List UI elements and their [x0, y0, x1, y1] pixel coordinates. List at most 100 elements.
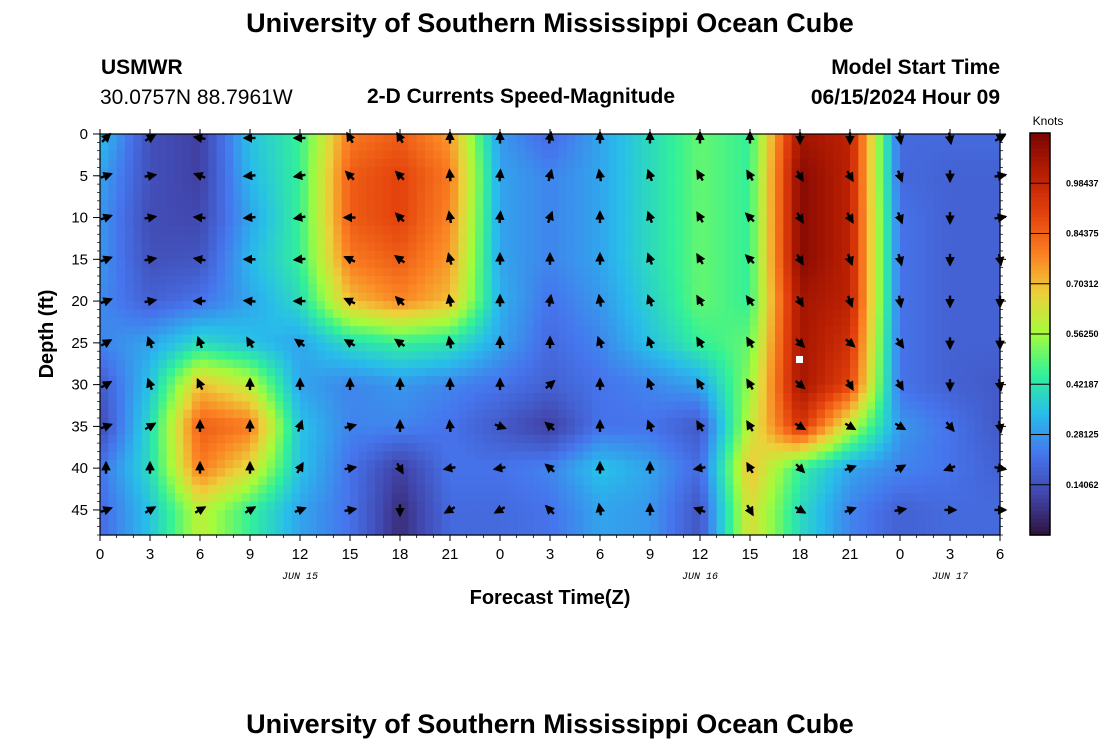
heatmap-cell — [100, 501, 109, 511]
heatmap-cell — [516, 476, 526, 486]
heatmap-cell — [633, 451, 643, 461]
heatmap-cell — [891, 392, 901, 402]
heatmap-cell — [258, 217, 268, 227]
heatmap-cell — [416, 384, 426, 394]
heatmap-cell — [325, 409, 334, 419]
heatmap-cell — [675, 501, 684, 511]
heatmap-cell — [641, 334, 651, 344]
heatmap-cell — [708, 292, 718, 302]
heatmap-cell — [950, 134, 959, 143]
heatmap-cell — [958, 167, 968, 177]
heatmap-cell — [400, 142, 409, 152]
heatmap-cell — [758, 242, 768, 252]
heatmap-cell — [400, 334, 409, 344]
heatmap-cell — [258, 267, 268, 277]
heatmap-cell — [700, 225, 709, 235]
heatmap-cell — [783, 301, 793, 311]
heatmap-cell — [283, 359, 293, 369]
heatmap-cell — [750, 376, 759, 386]
heatmap-cell — [241, 451, 251, 461]
heatmap-cell — [308, 401, 318, 411]
heatmap-cell — [891, 225, 901, 235]
heatmap-cell — [725, 334, 734, 344]
heatmap-cell — [458, 392, 468, 402]
heatmap-cell — [125, 451, 134, 461]
heatmap-cell — [941, 434, 951, 444]
heatmap-cell — [175, 159, 184, 169]
heatmap-cell — [833, 250, 843, 260]
heatmap-cell — [725, 401, 734, 411]
heatmap-cell — [658, 384, 668, 394]
heatmap-cell — [608, 184, 618, 194]
heatmap-cell — [550, 159, 559, 169]
heatmap-cell — [733, 359, 743, 369]
heatmap-cell — [608, 351, 618, 361]
heatmap-cell — [133, 150, 143, 160]
heatmap-cell — [616, 292, 626, 302]
heatmap-cell — [575, 134, 584, 143]
heatmap-cell — [966, 142, 976, 152]
heatmap-cell — [358, 359, 368, 369]
heatmap-cell — [700, 359, 709, 369]
heatmap-cell — [133, 292, 143, 302]
heatmap-cell — [366, 401, 376, 411]
heatmap-cell — [150, 509, 159, 519]
heatmap-cell — [591, 225, 601, 235]
heatmap-cell — [200, 459, 209, 469]
heatmap-cell — [591, 326, 601, 336]
heatmap-cell — [566, 476, 576, 486]
heatmap-cell — [841, 175, 851, 185]
heatmap-cell — [441, 351, 451, 361]
heatmap-cell — [158, 484, 168, 494]
heatmap-cell — [666, 234, 676, 244]
heatmap-cell — [816, 326, 826, 336]
heatmap-cell — [133, 284, 143, 294]
heatmap-cell — [808, 175, 818, 185]
heatmap-cell — [441, 476, 451, 486]
heatmap-cell — [141, 367, 151, 377]
heatmap-cell — [416, 401, 426, 411]
heatmap-cell — [450, 468, 459, 478]
heatmap-cell — [833, 167, 843, 177]
heatmap-cell — [550, 401, 559, 411]
heatmap-cell — [300, 351, 309, 361]
heatmap-cell — [541, 175, 551, 185]
heatmap-cell — [383, 351, 393, 361]
heatmap-cell — [516, 317, 526, 327]
heatmap-cell — [750, 326, 759, 336]
heatmap-cell — [425, 167, 434, 177]
heatmap-cell — [716, 334, 726, 344]
heatmap-cell — [508, 225, 518, 235]
heatmap-cell — [516, 509, 526, 519]
heatmap-cell — [266, 434, 276, 444]
heatmap-cell — [258, 426, 268, 436]
heatmap-cell — [575, 150, 584, 160]
heatmap-cell — [800, 167, 809, 177]
heatmap-cell — [200, 175, 209, 185]
heatmap-cell — [625, 150, 634, 160]
heatmap-cell — [733, 384, 743, 394]
heatmap-cell — [458, 443, 468, 453]
heatmap-cell — [425, 509, 434, 519]
heatmap-cell — [675, 150, 684, 160]
heatmap-cell — [866, 484, 876, 494]
heatmap-cell — [708, 234, 718, 244]
heatmap-cell — [658, 217, 668, 227]
heatmap-cell — [158, 242, 168, 252]
heatmap-cell — [775, 292, 784, 302]
heatmap-cell — [450, 217, 459, 227]
heatmap-cell — [916, 276, 926, 285]
heatmap-cell — [666, 418, 676, 427]
heatmap-cell — [283, 301, 293, 311]
heatmap-cell — [116, 326, 126, 336]
heatmap-cell — [383, 242, 393, 252]
heatmap-cell — [466, 326, 476, 336]
heatmap-cell — [500, 225, 509, 235]
heatmap-cell — [416, 476, 426, 486]
heatmap-cell — [100, 409, 109, 419]
heatmap-cell — [683, 426, 693, 436]
heatmap-cell — [258, 484, 268, 494]
heatmap-cell — [250, 334, 259, 344]
heatmap-cell — [733, 167, 743, 177]
heatmap-cell — [800, 443, 809, 453]
